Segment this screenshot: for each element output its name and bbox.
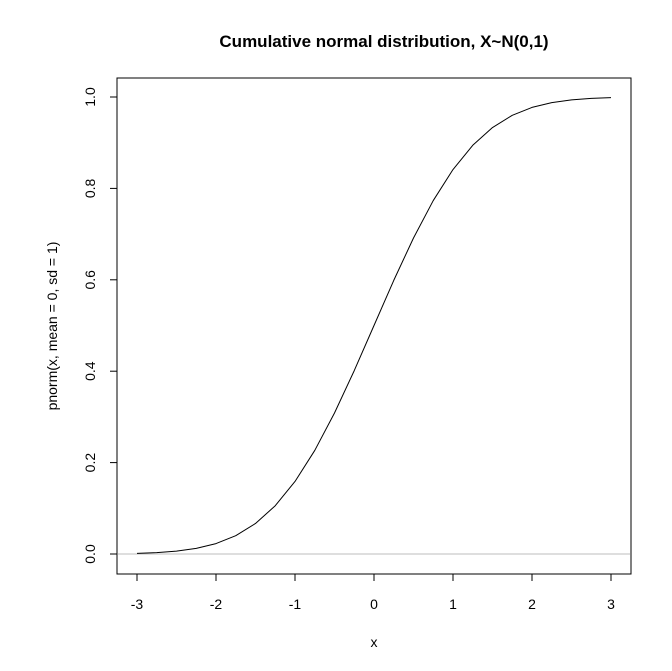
y-axis-label: pnorm(x, mean = 0, sd = 1) xyxy=(44,242,60,411)
x-tick-label: 0 xyxy=(370,596,378,612)
y-tick-label: 0.6 xyxy=(82,270,98,290)
x-axis: -3 -2 -1 0 1 2 3 xyxy=(131,573,615,612)
x-tick-label: -2 xyxy=(210,596,223,612)
x-tick-label: -1 xyxy=(289,596,302,612)
x-tick-label: 2 xyxy=(528,596,536,612)
x-tick-label: -3 xyxy=(131,596,144,612)
x-tick-label: 1 xyxy=(449,596,457,612)
x-axis-label: x xyxy=(371,634,378,650)
y-tick-label: 1.0 xyxy=(82,87,98,107)
y-tick-label: 0.8 xyxy=(82,178,98,198)
chart-title: Cumulative normal distribution, X~N(0,1) xyxy=(219,32,548,51)
y-tick-label: 0.2 xyxy=(82,453,98,473)
y-tick-label: 0.4 xyxy=(82,361,98,381)
series-lines xyxy=(136,97,612,554)
y-tick-label: 0.0 xyxy=(82,544,98,564)
x-tick-label: 3 xyxy=(607,596,615,612)
cdf-line xyxy=(136,97,612,554)
y-axis: 0.0 0.2 0.4 0.6 0.8 1.0 xyxy=(82,87,118,564)
